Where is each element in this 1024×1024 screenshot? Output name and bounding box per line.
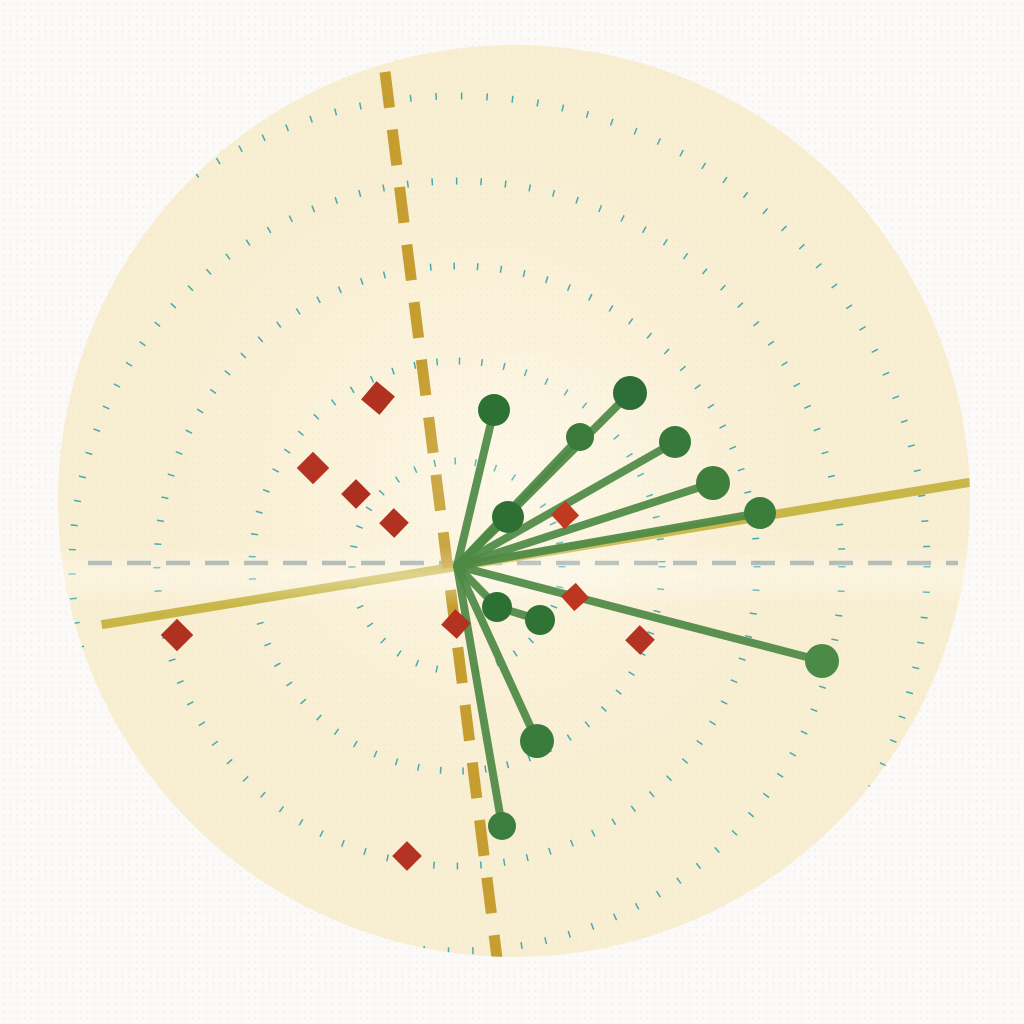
green-ray-8 [453, 562, 826, 665]
red-diamond-marker-2 [296, 451, 330, 485]
green-circle-marker-2 [613, 376, 647, 410]
ray-lines-layer [453, 389, 826, 830]
green-circle-marker-8 [805, 644, 839, 678]
red-diamond-marker-4 [379, 508, 409, 538]
green-circle-marker-5 [696, 466, 730, 500]
green-circle-marker-1 [478, 394, 510, 426]
green-circle-marker-10 [525, 605, 555, 635]
green-circle-marker-4 [659, 426, 691, 458]
green-circle-series-layer [478, 376, 839, 840]
green-ray-11 [453, 562, 541, 745]
red-diamond-marker-7 [560, 582, 590, 612]
green-ray-5 [453, 479, 717, 570]
green-circle-marker-7 [744, 497, 776, 529]
green-circle-marker-3 [566, 423, 594, 451]
green-circle-marker-9 [482, 592, 512, 622]
red-diamond-marker-6 [441, 609, 471, 639]
red-diamond-marker-8 [625, 625, 655, 655]
olive-dashed-vertical-line [379, 71, 503, 957]
red-diamond-marker-5 [550, 500, 580, 530]
green-ray-1 [453, 406, 498, 570]
red-diamond-marker-9 [160, 618, 194, 652]
green-ray-12 [453, 562, 506, 830]
green-circle-marker-6 [492, 501, 524, 533]
green-circle-marker-11 [520, 724, 554, 758]
green-ray-7 [453, 509, 764, 570]
red-diamond-marker-1 [361, 381, 395, 415]
green-circle-marker-12 [488, 812, 516, 840]
